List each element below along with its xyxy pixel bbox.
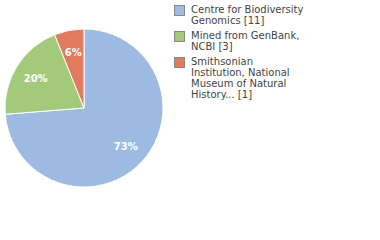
html-text:Centre for Biodiversity Genomi: Centre for Biodiversity Genomics [11]	[191, 4, 304, 26]
svg-text:20%: 20%	[24, 73, 48, 84]
svg-text:6%: 6%	[65, 47, 82, 58]
svg-text:73%: 73%	[114, 141, 138, 152]
html-text:Mined from GenBank, NCBI [3]: Mined from GenBank, NCBI [3]	[191, 30, 300, 52]
html-text:Smithsonian Institution, Natio: Smithsonian Institution, National Museum…	[191, 56, 290, 100]
